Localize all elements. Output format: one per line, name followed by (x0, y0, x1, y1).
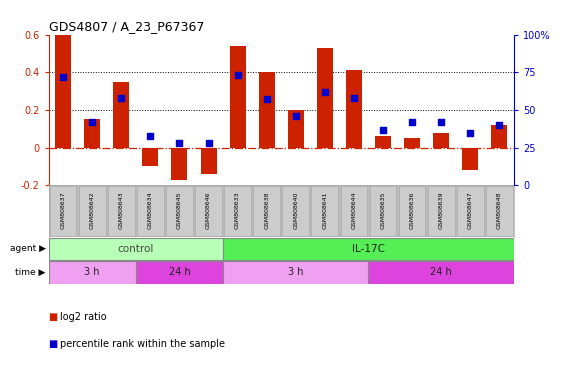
Bar (200, 147, 216, 174)
Point (204, 140, 213, 146)
Bar (317, 48, 333, 147)
Text: GSM808638: GSM808638 (264, 191, 269, 229)
Point (495, 122, 504, 128)
Text: GSM808635: GSM808635 (380, 191, 385, 229)
Point (116, 95, 126, 101)
Bar (404, 138, 420, 147)
FancyBboxPatch shape (223, 238, 514, 260)
Point (408, 119, 417, 125)
Text: 3 h: 3 h (85, 267, 100, 277)
FancyBboxPatch shape (340, 186, 367, 236)
FancyBboxPatch shape (49, 261, 136, 284)
Bar (55, 35, 71, 147)
Text: GSM808643: GSM808643 (119, 191, 124, 229)
Text: 24 h: 24 h (168, 267, 190, 277)
FancyBboxPatch shape (195, 186, 222, 236)
Bar (492, 125, 508, 147)
Text: GSM808646: GSM808646 (206, 191, 211, 229)
Point (146, 132, 155, 139)
Bar (463, 147, 478, 170)
Text: GSM808644: GSM808644 (351, 191, 356, 229)
Point (349, 95, 359, 101)
FancyBboxPatch shape (311, 186, 338, 236)
FancyBboxPatch shape (368, 261, 514, 284)
FancyBboxPatch shape (223, 261, 368, 284)
Text: GSM808641: GSM808641 (323, 191, 327, 229)
Text: GSM808642: GSM808642 (90, 191, 95, 229)
Point (262, 96, 271, 103)
Text: log2 ratio: log2 ratio (60, 312, 107, 322)
Text: GSM808639: GSM808639 (439, 191, 444, 229)
FancyBboxPatch shape (49, 238, 223, 260)
Bar (433, 132, 449, 147)
FancyBboxPatch shape (50, 186, 77, 236)
FancyBboxPatch shape (399, 186, 425, 236)
Text: ■: ■ (49, 312, 58, 322)
Point (233, 72, 242, 78)
Bar (259, 72, 275, 147)
Text: GSM808647: GSM808647 (468, 191, 473, 229)
Bar (113, 82, 129, 147)
Text: GSM808637: GSM808637 (61, 191, 66, 229)
Text: agent ▶: agent ▶ (10, 244, 46, 253)
Text: time ▶: time ▶ (15, 268, 46, 277)
FancyBboxPatch shape (369, 186, 396, 236)
FancyBboxPatch shape (457, 186, 484, 236)
Text: 3 h: 3 h (288, 267, 304, 277)
Bar (230, 46, 246, 147)
Text: percentile rank within the sample: percentile rank within the sample (60, 339, 225, 349)
Text: GSM808645: GSM808645 (177, 191, 182, 229)
Bar (171, 147, 187, 180)
FancyBboxPatch shape (166, 186, 193, 236)
Point (58, 74, 67, 80)
Text: GDS4807 / A_23_P67367: GDS4807 / A_23_P67367 (49, 20, 204, 33)
FancyBboxPatch shape (254, 186, 280, 236)
Text: GSM808648: GSM808648 (497, 191, 502, 229)
Point (466, 129, 475, 136)
FancyBboxPatch shape (486, 186, 513, 236)
FancyBboxPatch shape (79, 186, 106, 236)
Point (320, 89, 329, 95)
Text: GSM808634: GSM808634 (148, 191, 153, 229)
Bar (142, 147, 158, 166)
FancyBboxPatch shape (108, 186, 135, 236)
FancyBboxPatch shape (224, 186, 251, 236)
Point (291, 113, 300, 119)
Text: IL-17C: IL-17C (352, 244, 385, 254)
Point (175, 140, 184, 146)
Text: GSM808636: GSM808636 (409, 191, 415, 229)
Bar (84, 119, 100, 147)
Text: GSM808633: GSM808633 (235, 191, 240, 229)
Bar (288, 110, 304, 147)
Point (437, 119, 446, 125)
Point (379, 126, 388, 132)
Point (87, 119, 96, 125)
Bar (346, 70, 362, 147)
Text: ■: ■ (49, 339, 58, 349)
FancyBboxPatch shape (428, 186, 455, 236)
FancyBboxPatch shape (283, 186, 309, 236)
Text: GSM808640: GSM808640 (293, 191, 298, 229)
FancyBboxPatch shape (136, 261, 223, 284)
Text: 24 h: 24 h (431, 267, 452, 277)
FancyBboxPatch shape (137, 186, 164, 236)
Bar (375, 136, 391, 147)
Text: control: control (118, 244, 154, 254)
